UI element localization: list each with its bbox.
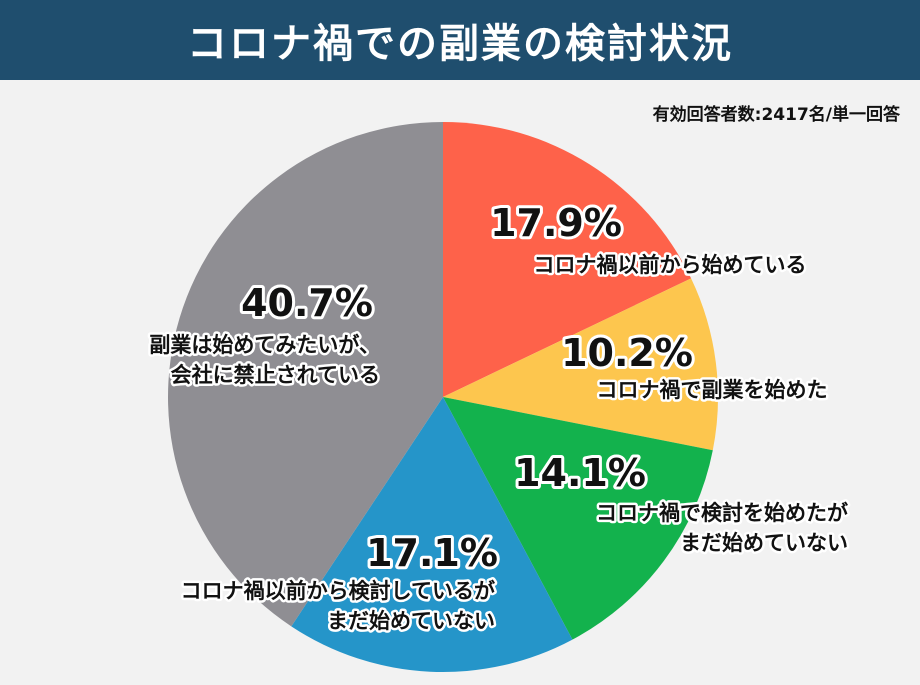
title-banner: コロナ禍での副業の検討状況 bbox=[0, 0, 920, 80]
pie-slice-5-label-line-2: 会社に禁止されている bbox=[171, 363, 380, 387]
pie-slice-4-label-line-1: コロナ禍以前から検討しているが bbox=[181, 579, 495, 603]
pie-slice-3-percent: 14.1% bbox=[514, 451, 646, 495]
pie-slice-3 bbox=[443, 397, 713, 640]
chart-title: コロナ禍での副業の検討状況 bbox=[187, 21, 733, 67]
pie-slice-4-percent: 17.1% bbox=[366, 531, 498, 575]
pie-slice-4-label-line-2: まだ始めていない bbox=[327, 609, 495, 633]
pie-slice-2-percent: 10.2% bbox=[561, 331, 693, 375]
pie-slice-1-label-line-1: コロナ禍以前から始めている bbox=[534, 253, 807, 277]
pie-slice-3-label-line-1: コロナ禍で検討を始めたが bbox=[596, 501, 848, 525]
pie-labels: 17.9% コロナ禍以前から始めている 10.2% コロナ禍で副業を始めた 14.1% コ… bbox=[147, 198, 851, 636]
respondent-note: 有効回答者数:2417名/単一回答 bbox=[652, 105, 900, 125]
pie-slice-5-percent: 40.7% bbox=[241, 281, 373, 325]
pie-slice-3-label-line-2: まだ始めていない bbox=[680, 531, 848, 555]
pie-slice-5-label-line-1: 副業は始めてみたいが、 bbox=[149, 333, 380, 357]
pie-slice-2-label-line-1: コロナ禍で副業を始めた bbox=[597, 378, 828, 402]
pie-slices bbox=[168, 122, 719, 672]
pie-slice-5 bbox=[168, 122, 443, 627]
pie-slice-1-percent: 17.9% bbox=[490, 201, 622, 245]
pie-slice-2 bbox=[443, 278, 719, 451]
pie-slice-4 bbox=[291, 397, 573, 672]
pie-slice-1 bbox=[443, 122, 692, 397]
